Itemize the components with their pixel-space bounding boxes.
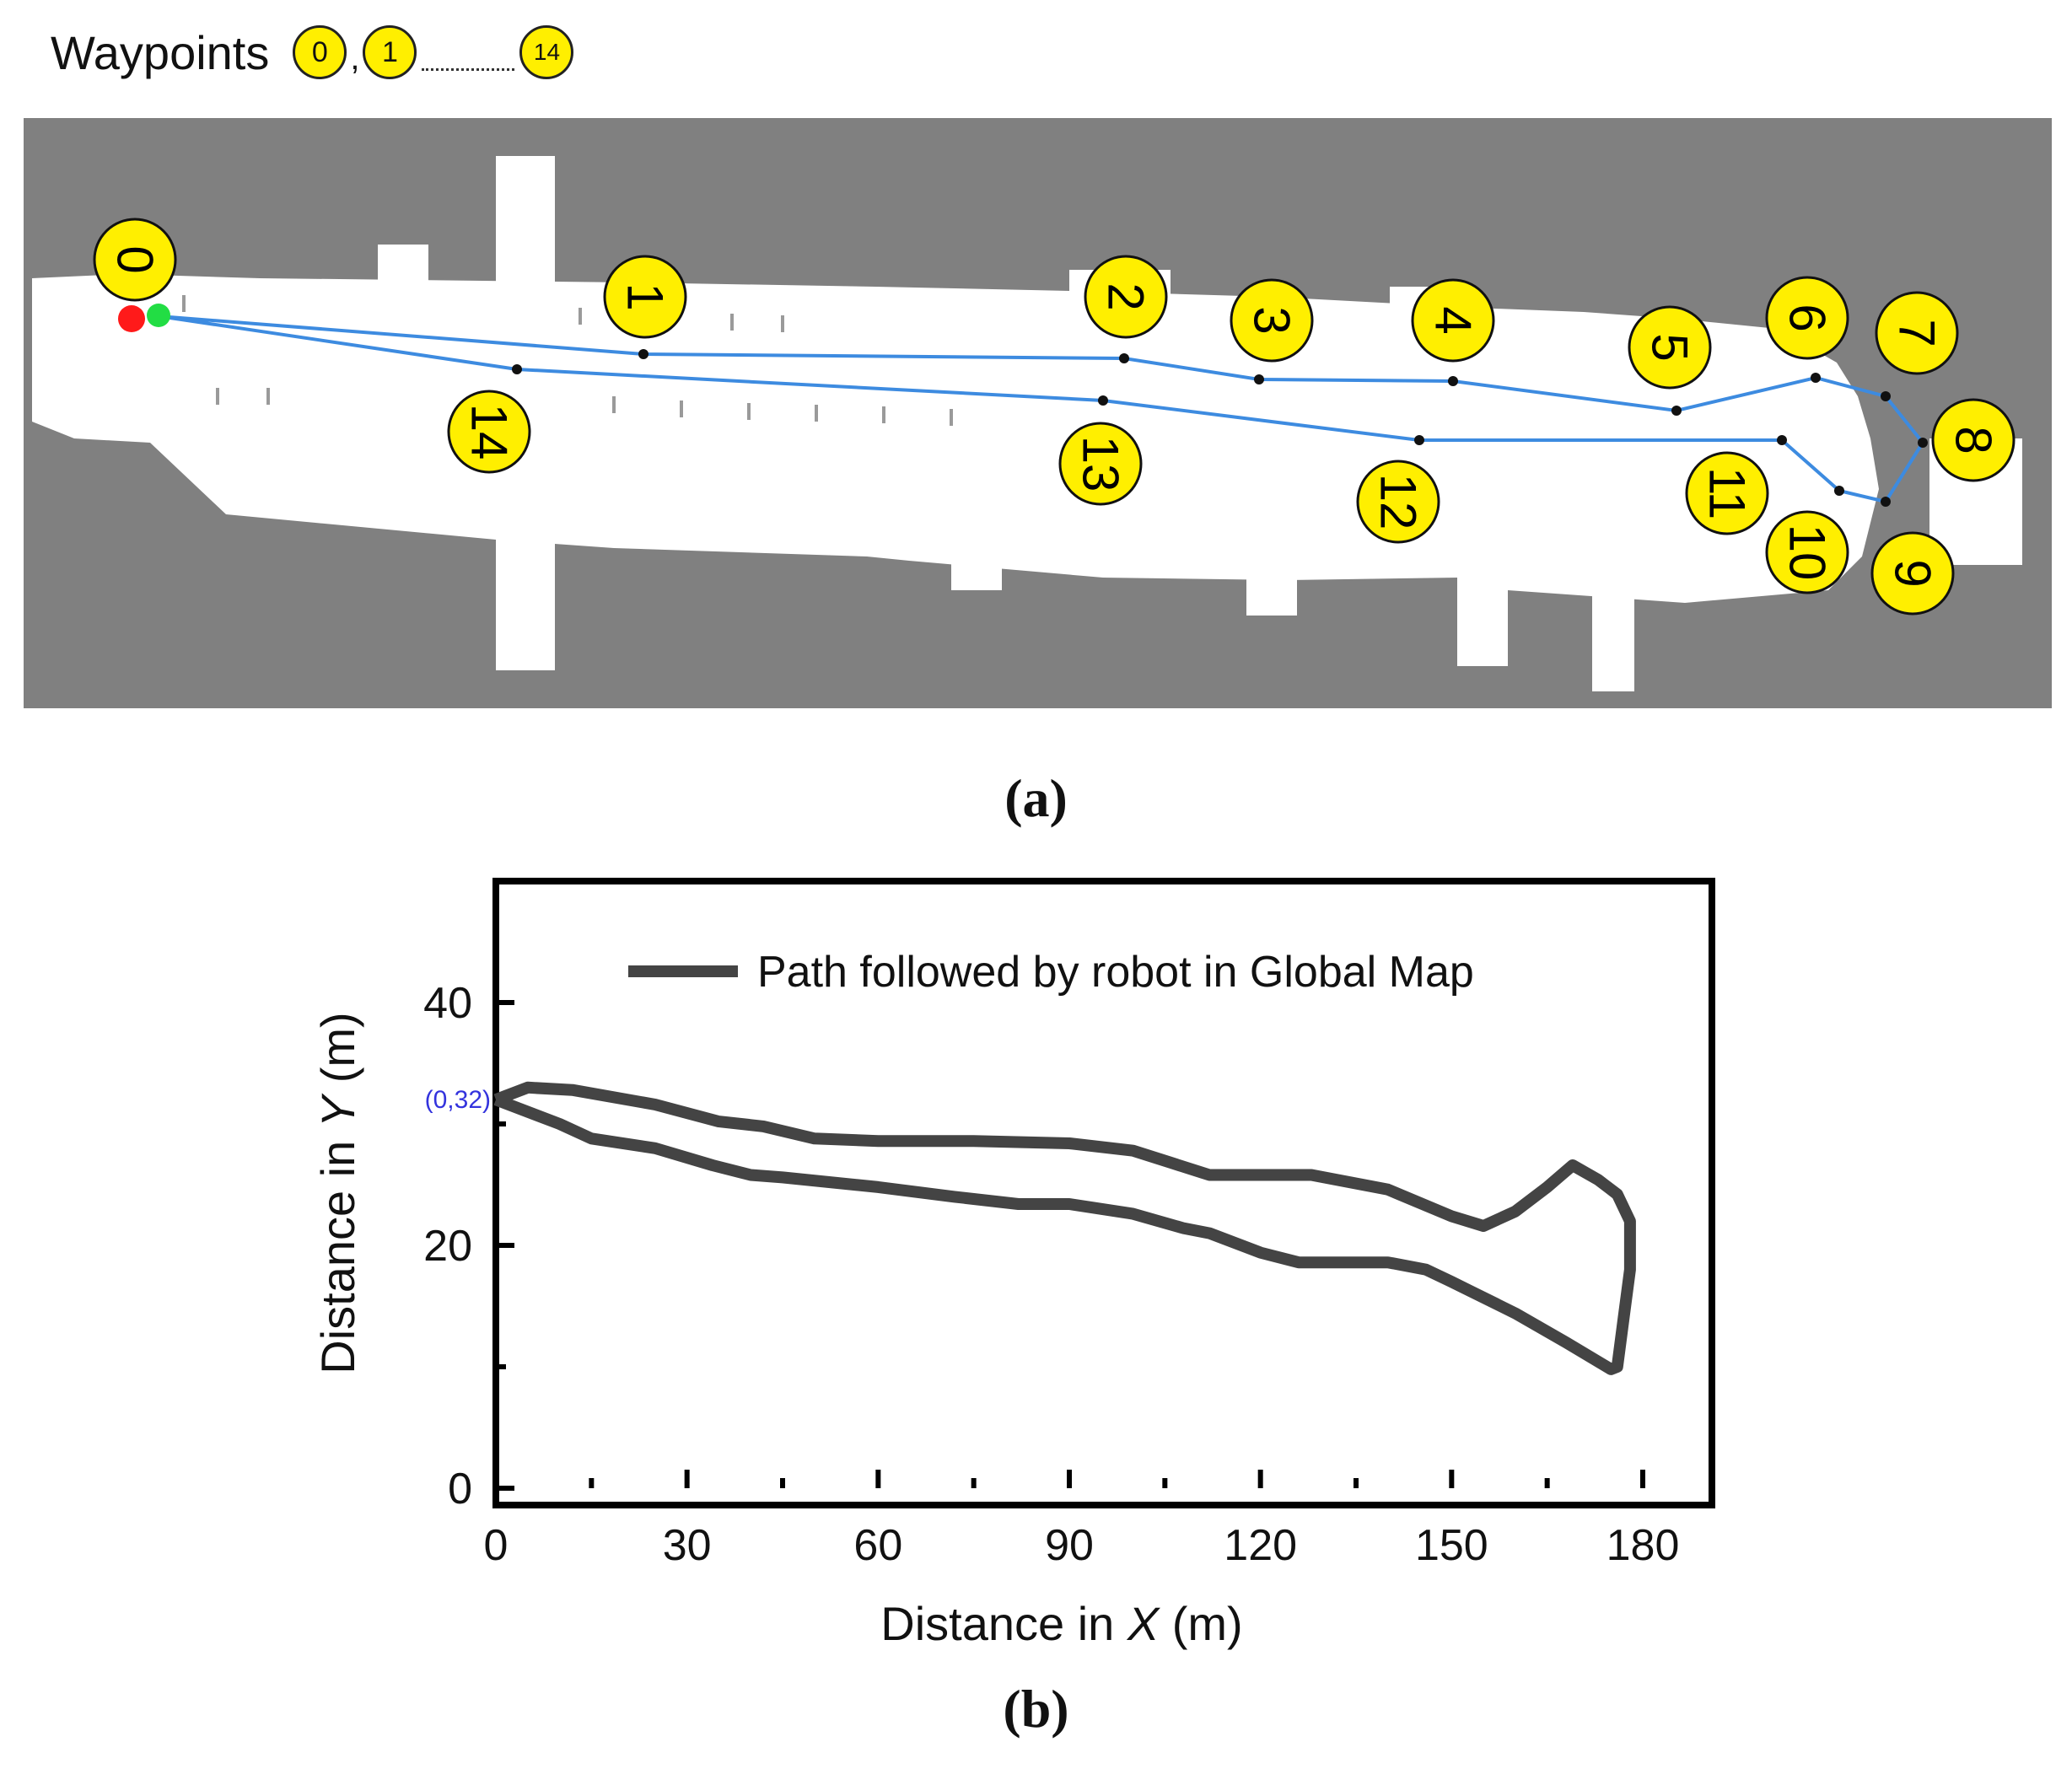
waypoint-badge-10: 10	[1765, 510, 1849, 594]
waypoint-badge-first: 0	[293, 25, 347, 79]
waypoint-label-1: 1	[617, 282, 674, 310]
waypoint-badge-5: 5	[1628, 305, 1712, 390]
waypoint-badge-7: 7	[1875, 291, 1959, 375]
x-tick-label: 60	[853, 1521, 902, 1570]
waypoint-label-6: 6	[1779, 304, 1836, 331]
waypoint-badge-second: 1	[363, 25, 417, 79]
legend-entry: Path followed by robot in Global Map	[757, 948, 1474, 997]
panel-label-a: (a)	[1004, 768, 1068, 828]
y-axis-label: Distance in Y (m)	[311, 1012, 364, 1374]
start-marker-red	[118, 305, 145, 332]
x-axis-label: Distance in X (m)	[880, 1597, 1242, 1650]
x-tick-label: 0	[484, 1521, 509, 1570]
global-map: 0 1 2 3 4 5 6 7 8 9 10 11 12 13 14	[24, 118, 2052, 708]
waypoint-badge-last: 14	[519, 25, 574, 79]
waypoint-label-13: 13	[1073, 436, 1129, 492]
waypoint-label-3: 3	[1244, 306, 1300, 334]
waypoint-label-14: 14	[461, 404, 518, 460]
waypoint-label-7: 7	[1889, 319, 1946, 347]
waypoint-badge-0: 0	[93, 218, 177, 302]
waypoint-badge-9: 9	[1870, 531, 1955, 616]
waypoint-label-2: 2	[1098, 282, 1154, 310]
x-tick-label: 180	[1606, 1521, 1680, 1570]
waypoint-label-12: 12	[1370, 474, 1427, 530]
plot-frame	[492, 878, 1715, 1508]
y-tick-label: 0	[448, 1465, 472, 1513]
waypoint-badge-3: 3	[1230, 278, 1314, 363]
path-chart: 0 30 60 90 120 150 180 0 20 40 Path followed by …	[311, 878, 1715, 1650]
legend-separator: ,	[350, 40, 360, 77]
waypoint-label-0: 0	[107, 245, 164, 273]
waypoint-badge-4: 4	[1411, 278, 1495, 363]
waypoints-legend-label: Waypoints	[51, 25, 270, 79]
waypoint-label-8: 8	[1946, 426, 2002, 454]
legend-ellipsis	[422, 68, 515, 71]
start-marker-green	[147, 304, 170, 327]
waypoints-legend: Waypoints 0 , 1 14	[51, 19, 574, 86]
waypoint-badge-2: 2	[1084, 255, 1168, 339]
x-axis-ticks: 0 30 60 90 120 150 180	[484, 1470, 1680, 1570]
x-tick-label: 150	[1415, 1521, 1488, 1570]
waypoint-badge-6: 6	[1765, 276, 1849, 360]
planned-path	[158, 315, 1925, 504]
waypoint-badge-13: 13	[1058, 422, 1143, 506]
waypoint-label-5: 5	[1642, 333, 1698, 361]
waypoint-badge-1: 1	[603, 255, 687, 339]
waypoint-badge-14: 14	[447, 390, 531, 474]
y-tick-label: 40	[423, 979, 472, 1028]
series-path-line	[493, 1081, 1636, 1375]
map-wall-marks	[182, 295, 1273, 426]
waypoint-badge-11: 11	[1685, 451, 1769, 535]
start-annotation: (0,32)	[425, 1086, 491, 1114]
y-tick-label: 20	[423, 1222, 472, 1271]
waypoint-label-10: 10	[1779, 524, 1836, 581]
waypoint-badge-12: 12	[1356, 460, 1440, 544]
x-tick-label: 90	[1045, 1521, 1094, 1570]
x-tick-label: 120	[1224, 1521, 1297, 1570]
waypoint-label-9: 9	[1885, 559, 1941, 587]
y-axis-ticks: 0 20 40	[423, 879, 514, 1513]
waypoint-label-11: 11	[1699, 467, 1756, 519]
waypoint-badge-8: 8	[1931, 398, 2015, 482]
panel-label-b: (b)	[1003, 1679, 1069, 1739]
x-tick-label: 30	[663, 1521, 712, 1570]
path-vertices	[512, 349, 1928, 507]
waypoint-label-4: 4	[1425, 306, 1482, 334]
